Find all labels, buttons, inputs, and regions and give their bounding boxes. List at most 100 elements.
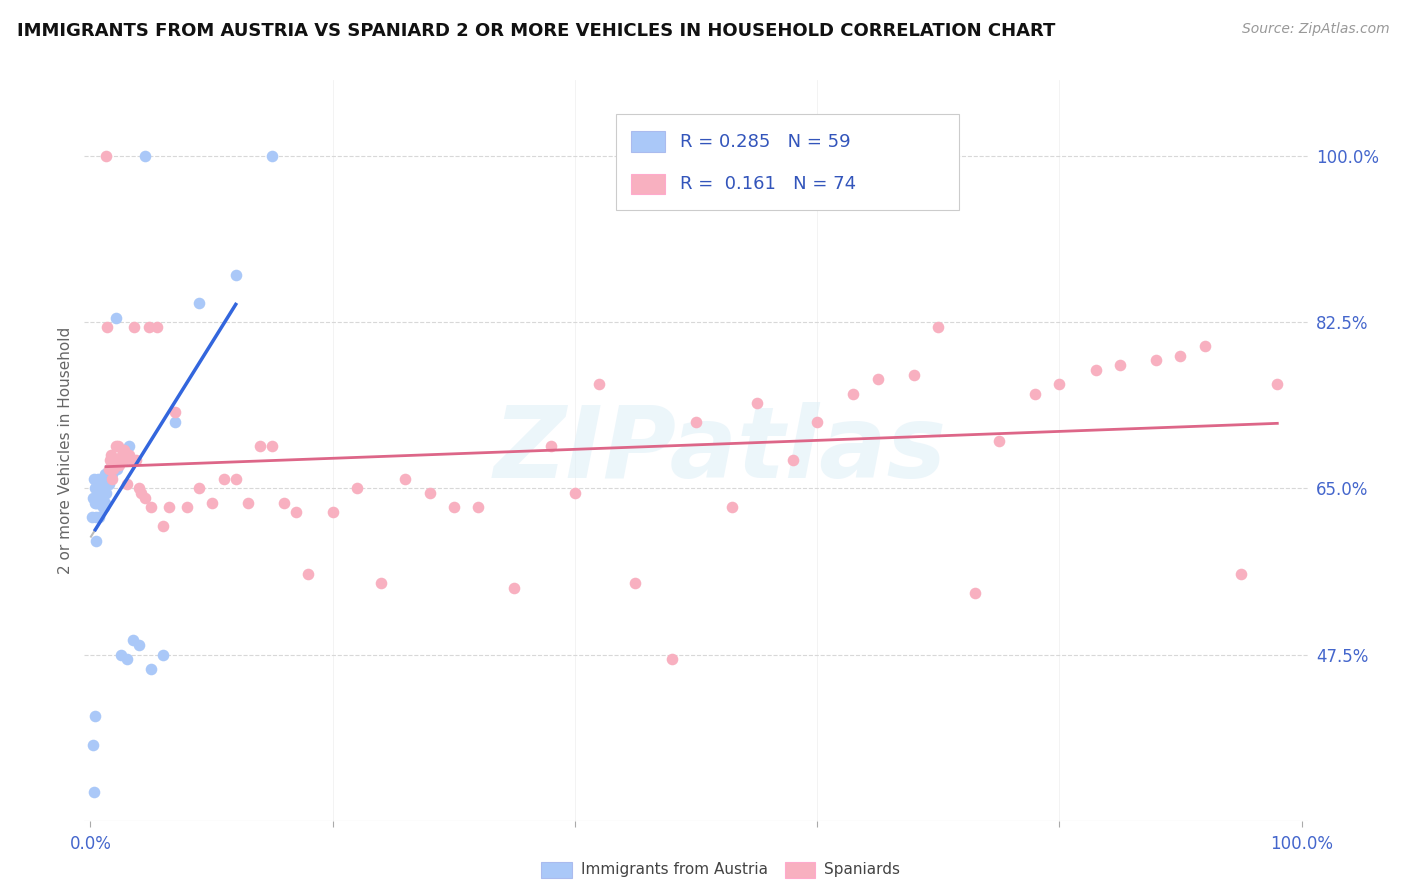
Point — [82, 491, 104, 505]
Point — [128, 482, 150, 496]
Point — [129, 486, 152, 500]
Point — [82, 738, 104, 752]
Point — [1230, 566, 1253, 581]
Point — [262, 149, 284, 163]
Point — [165, 415, 187, 429]
Text: R = 0.285   N = 59: R = 0.285 N = 59 — [681, 133, 851, 151]
FancyBboxPatch shape — [616, 113, 959, 210]
Point — [115, 476, 138, 491]
Point — [370, 576, 392, 591]
Point — [176, 500, 198, 515]
Point — [112, 443, 135, 458]
Point — [100, 448, 122, 462]
Point — [96, 149, 118, 163]
Point — [139, 500, 162, 515]
Point — [503, 581, 526, 595]
Point — [87, 476, 110, 491]
Point — [80, 509, 103, 524]
Point — [87, 509, 110, 524]
Point — [346, 482, 368, 496]
Point — [89, 476, 111, 491]
Point — [685, 415, 707, 429]
Point — [86, 509, 108, 524]
Point — [107, 439, 129, 453]
Point — [86, 482, 108, 496]
Point — [987, 434, 1010, 448]
Point — [83, 472, 105, 486]
Text: Spaniards: Spaniards — [824, 863, 900, 877]
Point — [157, 500, 180, 515]
Point — [90, 491, 112, 505]
Point — [927, 320, 949, 334]
Point — [200, 496, 222, 510]
Point — [285, 505, 308, 519]
Point — [540, 439, 562, 453]
Point — [94, 467, 117, 482]
Point — [84, 482, 107, 496]
FancyBboxPatch shape — [631, 174, 665, 194]
Point — [112, 453, 135, 467]
Point — [89, 482, 111, 496]
Point — [89, 486, 111, 500]
Point — [93, 486, 115, 500]
Point — [97, 462, 120, 476]
Point — [661, 652, 683, 666]
Point — [86, 476, 108, 491]
Point — [96, 486, 118, 500]
Point — [152, 648, 174, 662]
Point — [1265, 377, 1288, 392]
Point — [1194, 339, 1216, 353]
Point — [188, 482, 211, 496]
Point — [212, 472, 235, 486]
Point — [842, 386, 865, 401]
Point — [146, 320, 169, 334]
Point — [91, 500, 114, 515]
Text: Immigrants from Austria: Immigrants from Austria — [581, 863, 768, 877]
Point — [745, 396, 768, 410]
Point — [93, 500, 115, 515]
Y-axis label: 2 or more Vehicles in Household: 2 or more Vehicles in Household — [58, 326, 73, 574]
Point — [103, 462, 125, 476]
Point — [152, 519, 174, 533]
Point — [83, 785, 105, 799]
Point — [112, 453, 135, 467]
Point — [122, 320, 145, 334]
Point — [467, 500, 489, 515]
Point — [110, 648, 132, 662]
Point — [84, 709, 107, 723]
Point — [1108, 358, 1130, 372]
Point — [84, 496, 107, 510]
Point — [97, 462, 120, 476]
Text: IMMIGRANTS FROM AUSTRIA VS SPANIARD 2 OR MORE VEHICLES IN HOUSEHOLD CORRELATION : IMMIGRANTS FROM AUSTRIA VS SPANIARD 2 OR… — [17, 22, 1056, 40]
Point — [1144, 353, 1167, 368]
Point — [91, 491, 114, 505]
Point — [86, 491, 108, 505]
Point — [118, 439, 141, 453]
Point — [273, 496, 295, 510]
Point — [111, 448, 134, 462]
Point — [86, 496, 108, 510]
Point — [165, 405, 187, 419]
Point — [588, 377, 610, 392]
Point — [105, 458, 128, 472]
Point — [96, 472, 118, 486]
Point — [1084, 363, 1107, 377]
Point — [104, 453, 127, 467]
Point — [104, 462, 127, 476]
Point — [94, 496, 117, 510]
Point — [225, 472, 247, 486]
Text: R =  0.161   N = 74: R = 0.161 N = 74 — [681, 175, 856, 193]
Point — [418, 486, 440, 500]
FancyBboxPatch shape — [631, 131, 665, 153]
Point — [564, 486, 586, 500]
Point — [236, 496, 259, 510]
Point — [903, 368, 925, 382]
Point — [139, 662, 162, 676]
Text: Source: ZipAtlas.com: Source: ZipAtlas.com — [1241, 22, 1389, 37]
Point — [128, 638, 150, 652]
Point — [297, 566, 319, 581]
Point — [721, 500, 744, 515]
Point — [443, 500, 465, 515]
Point — [104, 439, 127, 453]
Point — [225, 268, 247, 282]
